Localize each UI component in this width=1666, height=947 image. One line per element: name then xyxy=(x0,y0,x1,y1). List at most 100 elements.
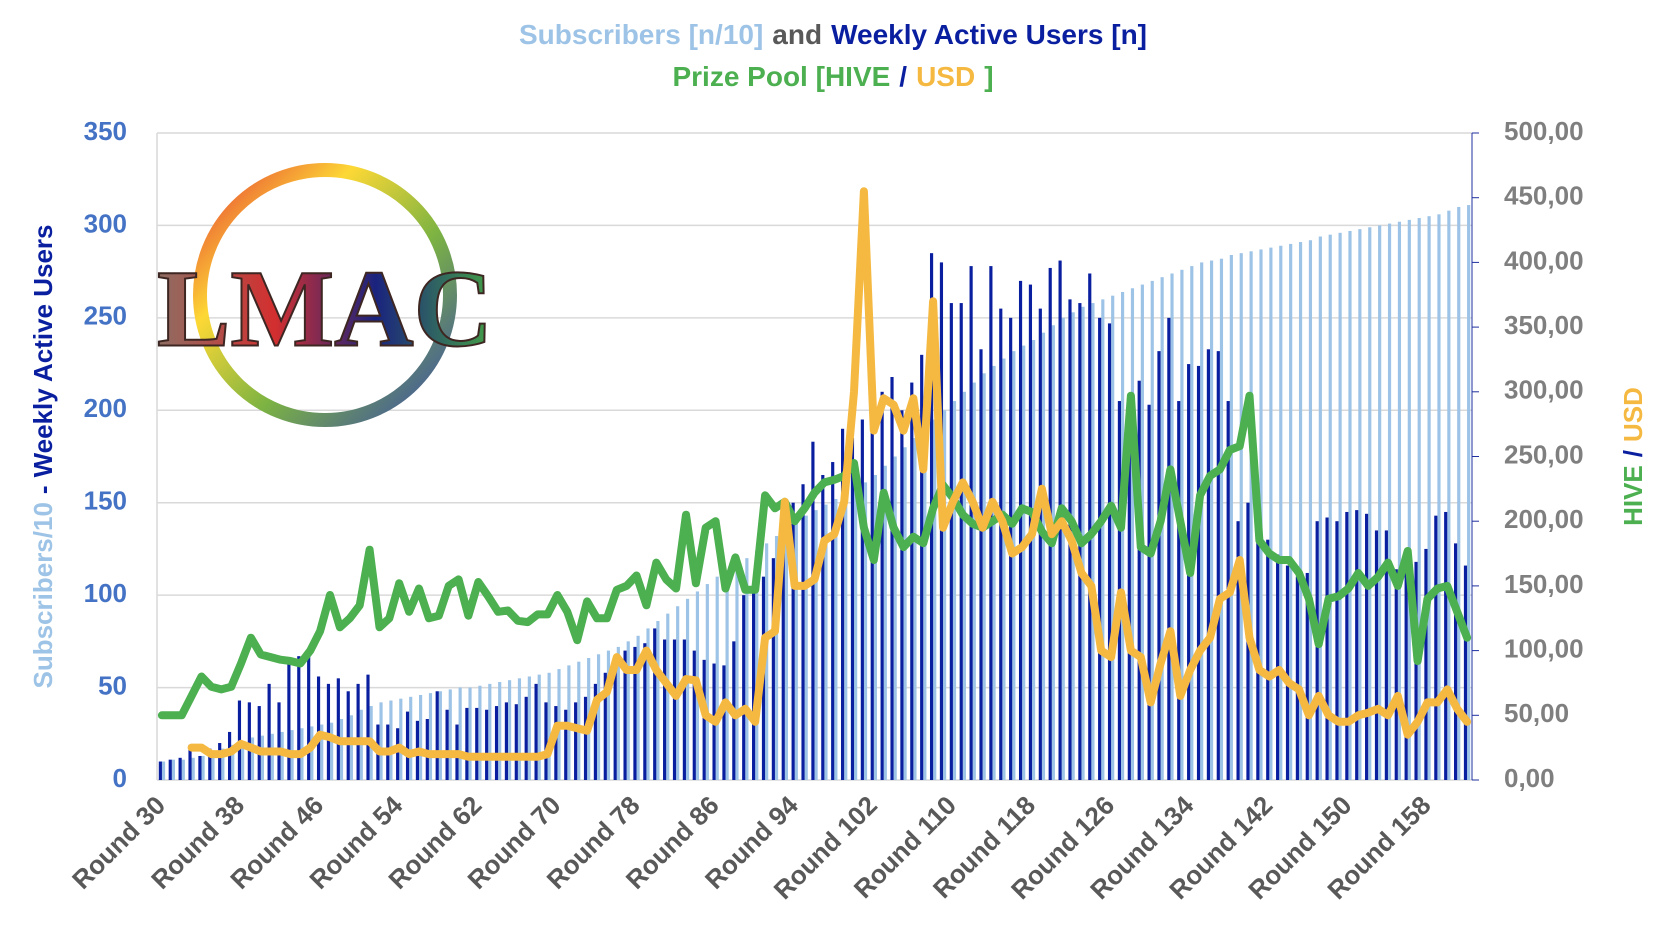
bar xyxy=(399,698,403,780)
bar xyxy=(1404,561,1408,780)
bar xyxy=(992,365,996,780)
bar xyxy=(544,702,548,780)
bar xyxy=(774,535,779,780)
y2-tick-label: 400,00 xyxy=(1504,245,1584,275)
bar xyxy=(613,665,617,780)
bar xyxy=(702,659,706,780)
bar xyxy=(1196,365,1201,780)
bar xyxy=(524,696,528,780)
bar xyxy=(527,676,531,780)
bar xyxy=(814,510,818,780)
bar xyxy=(636,635,640,780)
bar xyxy=(458,687,462,780)
bar xyxy=(188,744,192,780)
bar xyxy=(168,759,172,780)
bar xyxy=(1295,576,1299,780)
bar xyxy=(860,419,864,780)
bar xyxy=(824,504,828,780)
bar xyxy=(685,598,690,780)
bar xyxy=(725,571,729,780)
bar xyxy=(1022,345,1026,780)
logo-ring xyxy=(193,163,457,427)
bar xyxy=(504,702,508,780)
bar xyxy=(307,650,311,780)
bar xyxy=(893,456,897,780)
bar xyxy=(1348,230,1352,780)
bar xyxy=(201,755,205,780)
y2-tick-label: 450,00 xyxy=(1504,181,1584,211)
bar xyxy=(221,748,225,780)
bar xyxy=(468,687,472,780)
bar xyxy=(475,707,479,780)
bar xyxy=(933,419,937,780)
bar xyxy=(735,565,739,780)
bar xyxy=(626,641,630,780)
bar xyxy=(850,438,855,780)
chart-title: Prize Pool [HIVE / USD] xyxy=(672,61,993,92)
bar xyxy=(316,676,321,780)
bar xyxy=(972,382,976,780)
bar xyxy=(1239,253,1243,780)
bar xyxy=(1229,255,1233,780)
bar xyxy=(1434,515,1438,780)
bar xyxy=(1127,443,1131,780)
bar xyxy=(1289,243,1293,780)
bar xyxy=(1032,340,1036,780)
bar xyxy=(1414,561,1418,780)
bar xyxy=(1454,543,1458,780)
bar xyxy=(663,639,667,780)
bar xyxy=(1467,205,1471,780)
bar xyxy=(593,683,597,780)
bar xyxy=(218,743,222,780)
bar xyxy=(267,683,271,780)
bar xyxy=(231,744,235,780)
bar xyxy=(1137,380,1141,780)
bar xyxy=(260,735,264,780)
y2-tick-label: 100,00 xyxy=(1504,633,1584,663)
axis-label-part: - xyxy=(28,485,58,494)
y-tick-label: 50 xyxy=(98,670,127,700)
bar xyxy=(1355,510,1359,780)
bar xyxy=(1437,214,1441,780)
bar xyxy=(1444,511,1448,780)
title-part: ] xyxy=(984,61,993,92)
bar xyxy=(1101,299,1105,780)
bar xyxy=(672,639,677,780)
bar xyxy=(1157,351,1161,780)
bar xyxy=(910,382,914,780)
bar xyxy=(920,354,924,780)
bar xyxy=(287,661,291,780)
logo: LMAC xyxy=(156,163,494,427)
y2-tick-label: 0,00 xyxy=(1504,763,1555,793)
axis-label-part: USD xyxy=(1618,387,1648,442)
bar xyxy=(682,639,686,780)
bar xyxy=(1318,236,1322,780)
bar xyxy=(784,528,789,780)
title-part: USD xyxy=(916,61,975,92)
bar xyxy=(745,558,749,780)
bar xyxy=(270,733,274,780)
bar xyxy=(1285,565,1290,780)
bar xyxy=(821,474,825,780)
bar xyxy=(603,672,607,780)
bar xyxy=(277,702,281,780)
bar xyxy=(692,650,696,780)
bar xyxy=(534,683,538,780)
bar xyxy=(1150,280,1154,780)
bar xyxy=(336,678,340,780)
bar xyxy=(1358,229,1362,780)
bar xyxy=(1325,517,1329,780)
logo-text: LMAC xyxy=(157,247,493,369)
bar xyxy=(666,613,670,780)
bar xyxy=(606,650,611,780)
bar xyxy=(1378,225,1382,780)
bar xyxy=(1206,349,1210,780)
bar xyxy=(1424,548,1428,780)
bar xyxy=(952,401,957,780)
bar xyxy=(494,706,499,780)
bar xyxy=(923,428,927,780)
bar xyxy=(326,683,331,780)
bar xyxy=(1266,539,1270,780)
bar xyxy=(831,462,835,780)
